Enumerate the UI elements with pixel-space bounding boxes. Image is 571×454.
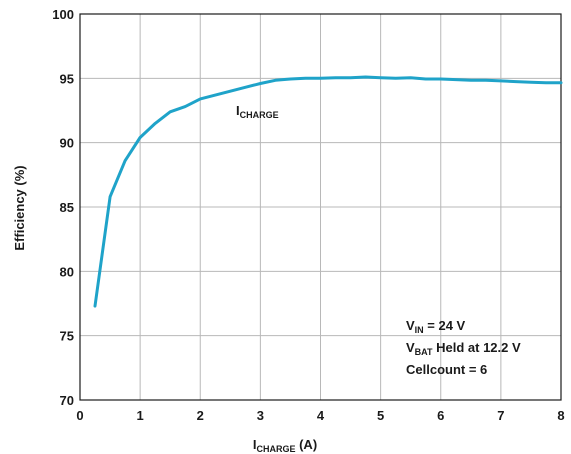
- x-tick-label: 3: [257, 408, 264, 423]
- x-tick-label: 8: [557, 408, 564, 423]
- annotation-vbat: VBAT Held at 12.2 V: [406, 340, 521, 357]
- y-tick-label: 90: [60, 136, 74, 151]
- x-axis-title: ICHARGE (A): [253, 437, 317, 454]
- y-tick-label: 80: [60, 264, 74, 279]
- series-label-icharge: ICHARGE: [236, 103, 279, 120]
- series-line-icharge: [93, 75, 563, 308]
- x-tick-label: 6: [437, 408, 444, 423]
- plot-frame: [79, 13, 562, 401]
- x-tick-label: 7: [497, 408, 504, 423]
- x-tick-label: 1: [137, 408, 144, 423]
- y-tick-label: 70: [60, 393, 74, 408]
- x-tick-label: 0: [76, 408, 83, 423]
- y-tick-label: 85: [60, 200, 74, 215]
- x-tick-label: 2: [197, 408, 204, 423]
- y-tick-label: 75: [60, 329, 74, 344]
- annotation-vin: VIN = 24 V: [406, 318, 466, 335]
- annotation-cellcount: Cellcount = 6: [406, 362, 487, 377]
- x-axis-ticks: 0 1 2 3 4 5 6 7 8: [76, 408, 564, 423]
- y-axis-ticks: 70 75 80 85 90 95 100: [52, 7, 74, 408]
- y-tick-label: 95: [60, 71, 74, 86]
- y-tick-label: 100: [52, 7, 74, 22]
- x-tick-label: 5: [377, 408, 384, 423]
- x-tick-label: 4: [317, 408, 325, 423]
- y-axis-title: Efficiency (%): [12, 165, 27, 250]
